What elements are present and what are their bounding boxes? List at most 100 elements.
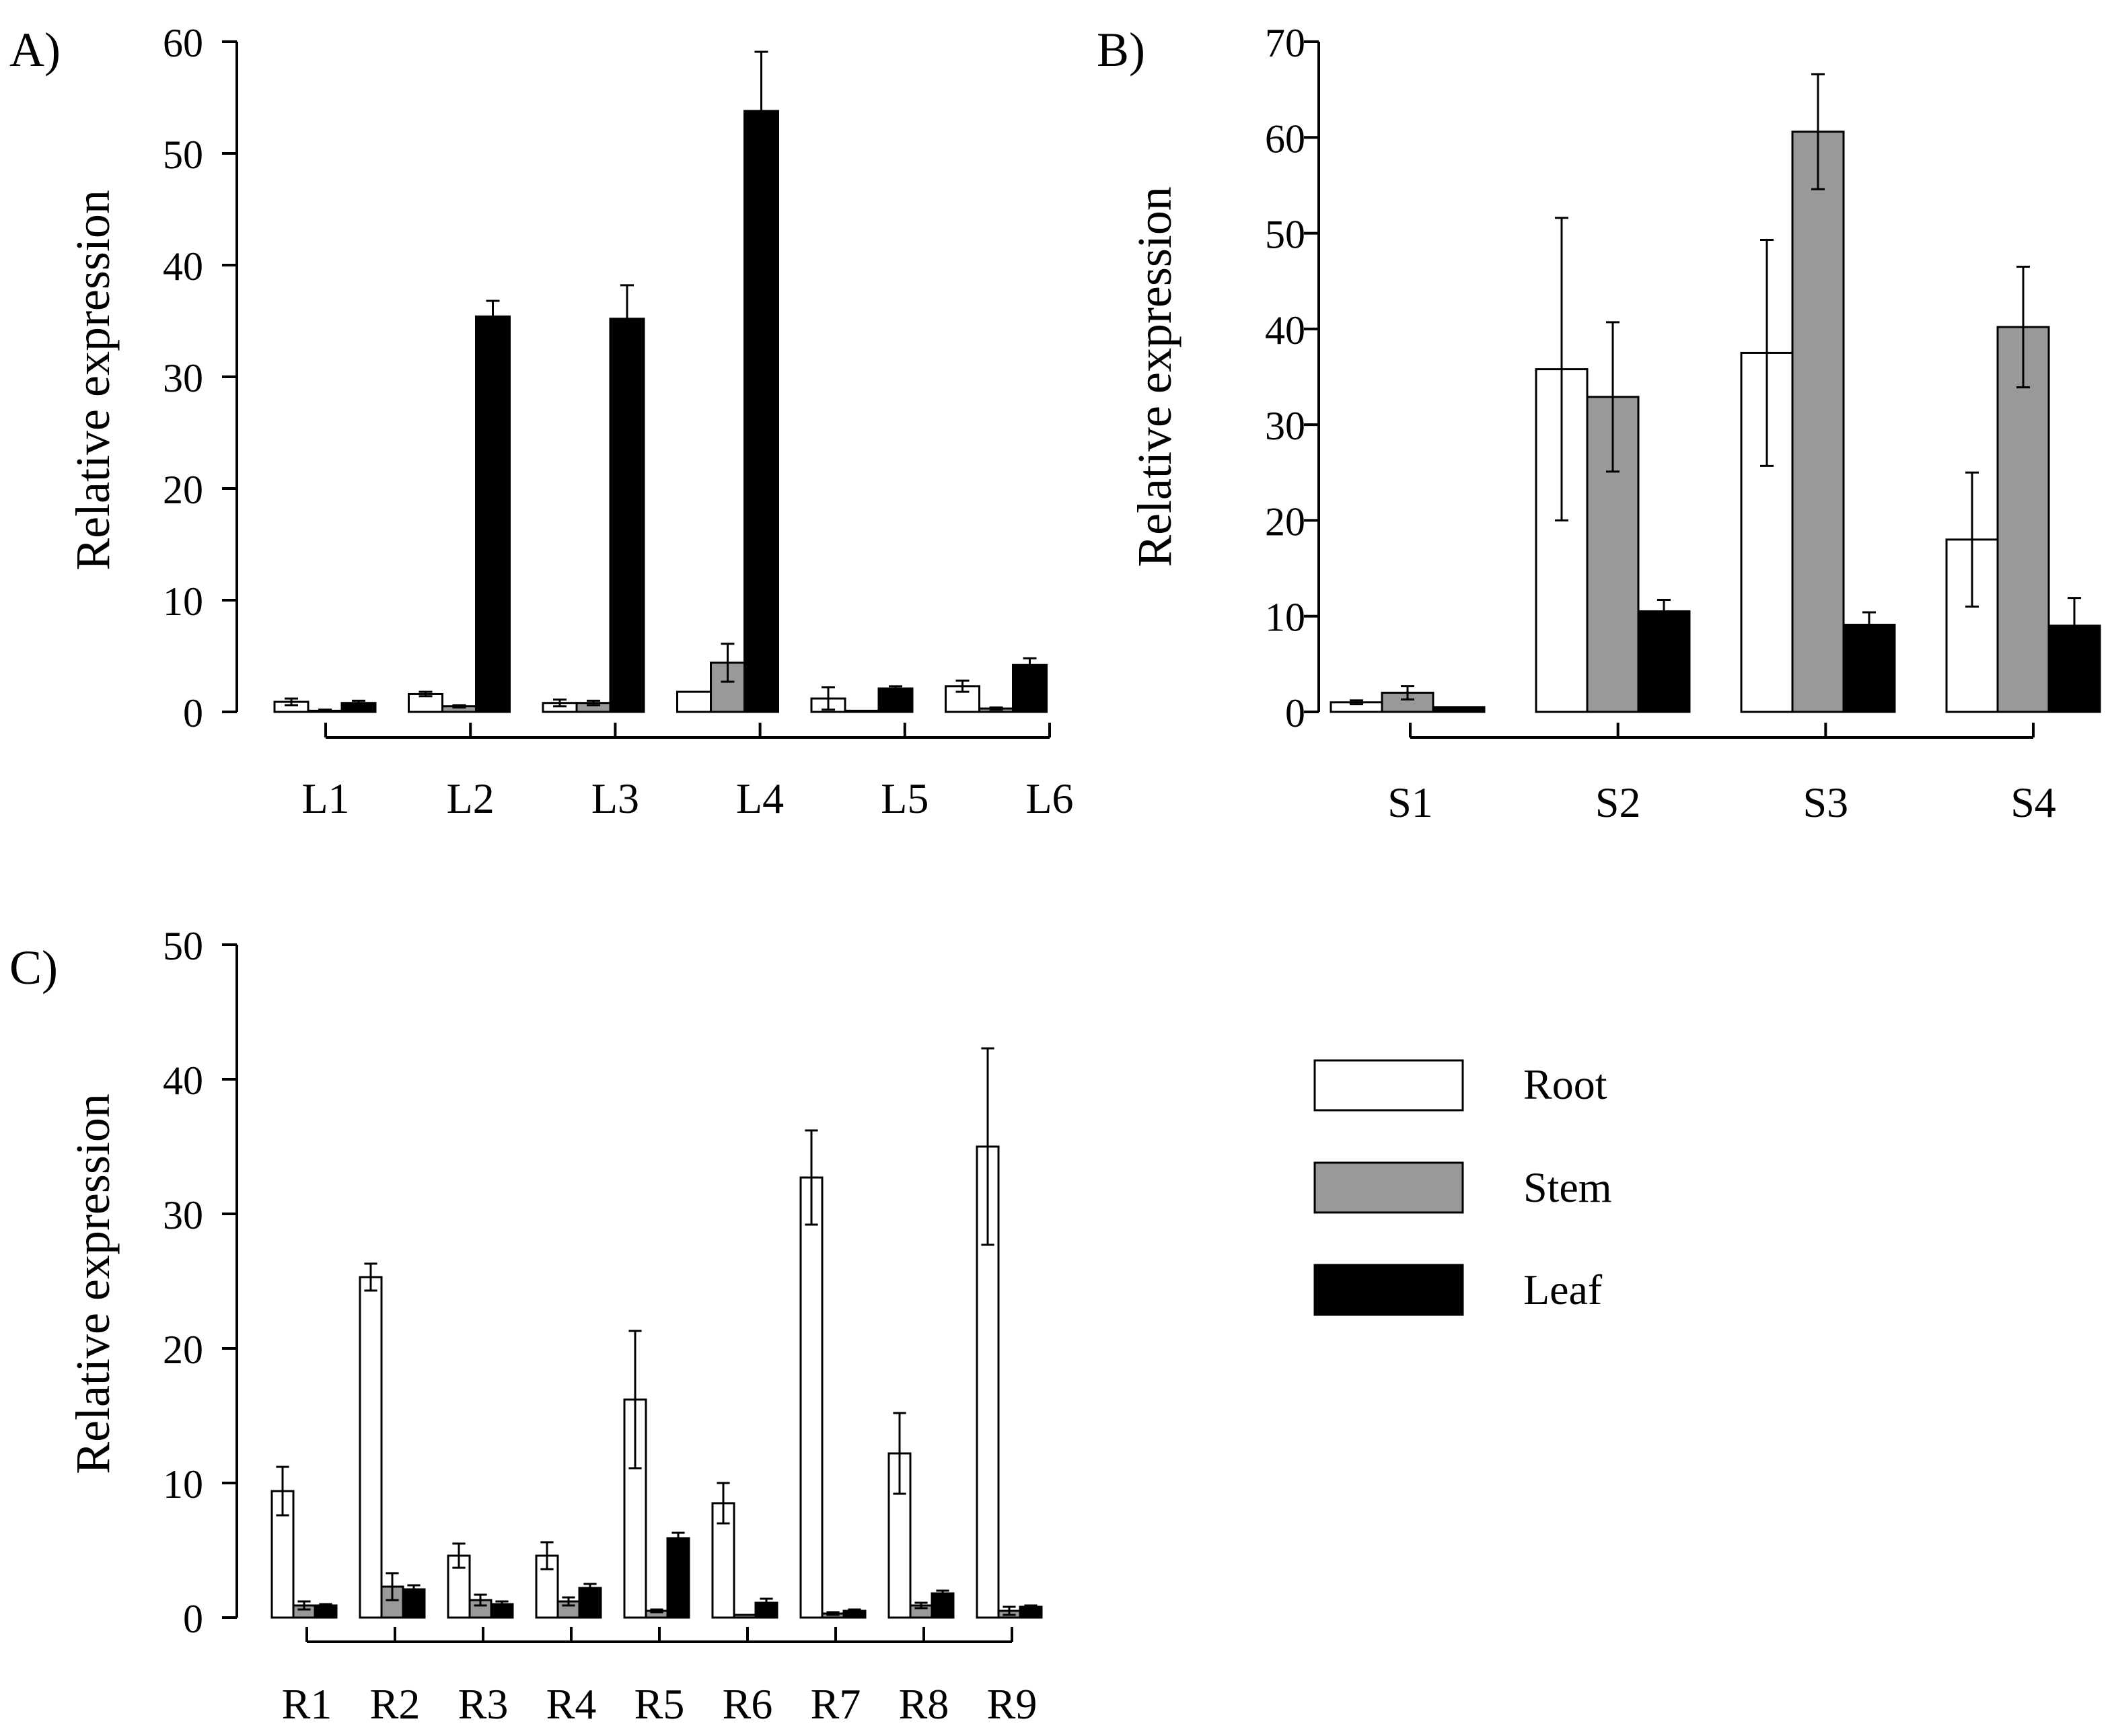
- panel-c-errorbar-r5-leaf: [671, 1531, 685, 1545]
- panel-c-errorbar-r4-leaf: [583, 1583, 597, 1593]
- panel-c-category-label: R2: [370, 1680, 421, 1728]
- panel-a-y-tick-label: 40: [163, 244, 203, 289]
- panel-c-errorbar-r1-leaf: [319, 1603, 332, 1608]
- panel-b-bar-s1-leaf: [1432, 706, 1486, 713]
- panel-b-errorbar-s2-root: [1555, 217, 1568, 521]
- panel-c-category-label: R8: [899, 1680, 949, 1728]
- panel-b-errorbar-s3-stem: [1811, 73, 1825, 190]
- panel-a-errorbar-l6-stem: [989, 706, 1003, 711]
- legend-swatch-leaf: [1313, 1264, 1464, 1316]
- panel-a-errorbar-l2-root: [419, 690, 433, 698]
- panel-c-category-label: R6: [723, 1680, 773, 1728]
- panel-c-bar-r5-leaf: [666, 1537, 690, 1619]
- panel-c-y-tick-label: 30: [163, 1193, 203, 1237]
- panel-c: C) Relative expression 0 10 20 30 40 50 R1 R2 R3…: [9, 924, 1043, 1728]
- panel-a-errorbar-l3-root: [553, 698, 567, 708]
- legend-swatch-root: [1313, 1059, 1464, 1112]
- panel-c-errorbar-r5-root: [628, 1330, 642, 1470]
- panel-a-errorbar-l2-leaf: [486, 299, 500, 334]
- panel-b-errorbar-s3-leaf: [1862, 611, 1876, 639]
- panel-a-category-label: L4: [736, 774, 784, 822]
- panel-b-label: B): [1097, 23, 1145, 77]
- panel-a-y-tick-label: 50: [163, 133, 203, 177]
- panel-b-y-tick-label: 40: [1265, 308, 1305, 353]
- panel-c-errorbar-r1-stem: [297, 1600, 311, 1611]
- panel-c-errorbar-r4-root: [540, 1541, 554, 1570]
- panel-b-category-label: S1: [1387, 779, 1433, 826]
- legend-label-root: Root: [1523, 1060, 1607, 1108]
- panel-c-bar-r2-leaf: [402, 1588, 426, 1619]
- panel-b-errorbar-s3-root: [1760, 239, 1774, 467]
- panel-c-ylabel: Relative expression: [66, 1093, 120, 1474]
- legend: Root Stem Leaf: [1313, 1059, 1612, 1316]
- panel-b-y-tick-label: 20: [1265, 499, 1305, 544]
- panel-a-errorbar-l5-leaf: [889, 685, 902, 692]
- panel-c-y-tick-label: 20: [163, 1328, 203, 1372]
- panel-b-errorbar-s4-root: [1965, 471, 1979, 608]
- panel-a-bar-l2-root: [408, 692, 443, 713]
- panel-c-y-tick-label: 0: [183, 1597, 203, 1641]
- panel-c-category-label: R3: [458, 1680, 509, 1728]
- panel-a-errorbar-l6-leaf: [1023, 657, 1037, 673]
- panel-b-category-label: S3: [1803, 779, 1849, 826]
- panel-a-errorbar-l3-leaf: [620, 284, 634, 353]
- legend-swatch-stem: [1313, 1161, 1464, 1214]
- panel-b-y-tick-label: 30: [1265, 404, 1305, 448]
- panel-c-category-label: R4: [546, 1680, 597, 1728]
- panel-c-errorbar-r1-root: [276, 1466, 289, 1517]
- panel-c-errorbar-r9-stem: [1003, 1605, 1016, 1616]
- panel-c-errorbar-r8-stem: [914, 1601, 928, 1610]
- panel-b-category-label: S4: [2010, 779, 2056, 826]
- panel-a-bar-l4-root: [676, 690, 712, 713]
- panel-b-bar-s3-stem: [1791, 131, 1845, 713]
- panel-a-bar-l3-leaf: [609, 318, 645, 713]
- panel-c-y-tick-label: 10: [163, 1462, 203, 1507]
- panel-a-errorbar-l2-stem: [452, 704, 466, 709]
- panel-c-bar-r6-stem: [733, 1614, 757, 1619]
- panel-a-y-tick-label: 60: [163, 21, 203, 65]
- panel-c-category-label: R9: [987, 1680, 1038, 1728]
- panel-a-errorbar-l4-stem: [721, 643, 735, 683]
- panel-a-y-tick-label: 10: [163, 579, 203, 624]
- panel-c-errorbar-r6-root: [717, 1482, 730, 1525]
- panel-c-errorbar-r3-root: [452, 1542, 466, 1569]
- panel-a-bar-l5-leaf: [877, 687, 914, 713]
- panel-b-y-tick-label: 70: [1265, 21, 1305, 65]
- legend-label-leaf: Leaf: [1523, 1266, 1603, 1313]
- panel-a-y-tick-label: 20: [163, 468, 203, 512]
- panel-a-errorbar-l6-root: [955, 680, 970, 693]
- panel-a-label: A): [9, 23, 61, 77]
- panel-a-bar-l5-stem: [844, 709, 880, 713]
- panel-b-errorbar-s4-leaf: [2068, 597, 2081, 655]
- panel-b-errorbar-s4-stem: [2016, 265, 2030, 389]
- panel-a-category-label: L1: [301, 774, 349, 822]
- panel-c-errorbar-r2-leaf: [407, 1584, 421, 1595]
- panel-a: A) Relative expression 0 10 20 30 40 50 60 L1 L2…: [9, 21, 1074, 822]
- panel-c-y-tick-label: 50: [163, 924, 203, 968]
- panel-c-bar-r2-root: [359, 1276, 383, 1619]
- panel-c-errorbar-r8-leaf: [936, 1589, 949, 1597]
- panel-c-errorbar-r3-leaf: [495, 1600, 509, 1608]
- panel-a-ylabel: Relative expression: [66, 190, 120, 571]
- panel-a-bar-l2-leaf: [475, 315, 511, 713]
- panel-a-y-tick-label: 0: [183, 691, 203, 735]
- panel-c-bar-r7-root: [799, 1176, 824, 1619]
- panel-b-y-tick-label: 10: [1265, 595, 1305, 640]
- panel-a-errorbar-l4-leaf: [754, 50, 768, 172]
- panel-a-category-label: L5: [881, 774, 929, 822]
- panel-b-ylabel: Relative expression: [1128, 186, 1181, 567]
- panel-a-bar-l4-leaf: [743, 110, 779, 713]
- panel-c-label: C): [9, 941, 58, 994]
- panel-b-errorbar-s1-stem: [1401, 685, 1414, 701]
- panel-a-y-tick-label: 30: [163, 356, 203, 400]
- panel-c-errorbar-r4-stem: [562, 1596, 575, 1607]
- panel-c-category-label: R1: [282, 1680, 332, 1728]
- panel-b-category-label: S2: [1595, 779, 1641, 826]
- panel-b: B) Relative expression 0 10 20 30 40 50 60 70 S1…: [1097, 21, 2101, 826]
- panel-b-y-tick-label: 50: [1265, 213, 1305, 257]
- panel-c-category-label: R7: [811, 1680, 861, 1728]
- panel-b-y-tick-label: 60: [1265, 116, 1305, 161]
- panel-c-errorbar-r8-root: [893, 1412, 906, 1495]
- panel-c-errorbar-r9-root: [981, 1047, 994, 1246]
